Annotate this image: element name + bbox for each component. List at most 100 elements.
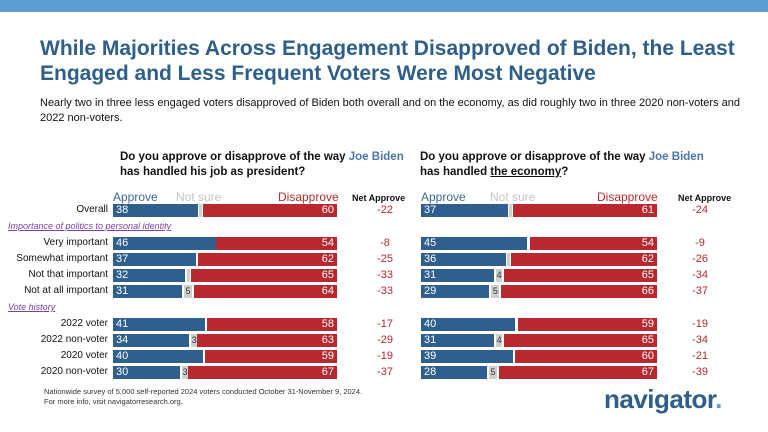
legend-net: Net Approve bbox=[678, 193, 732, 203]
disapprove-bar: 61 bbox=[513, 204, 657, 217]
net-approve-value: -24 bbox=[692, 204, 708, 216]
approve-bar: 30 bbox=[113, 366, 181, 379]
approve-bar: 38 bbox=[113, 204, 199, 217]
approve-bar: 31 bbox=[421, 334, 495, 347]
disapprove-bar: 67 bbox=[186, 366, 337, 379]
disapprove-bar: 67 bbox=[498, 366, 657, 379]
approve-bar: 40 bbox=[421, 318, 516, 331]
group-label-identity: Importance of politics to personal ident… bbox=[8, 221, 172, 231]
not-sure-bar: 3 bbox=[182, 366, 189, 379]
legend-net: Net Approve bbox=[352, 193, 406, 203]
q-text: ? bbox=[298, 166, 306, 178]
not-sure-bar: 3 bbox=[191, 334, 198, 347]
disapprove-bar: 63 bbox=[195, 334, 337, 347]
q-name: Joe Biden bbox=[648, 151, 704, 163]
net-approve-value: -39 bbox=[692, 366, 708, 378]
disapprove-bar: 65 bbox=[503, 269, 657, 282]
approve-bar: 34 bbox=[113, 334, 190, 347]
legend-disapprove: Disapprove bbox=[597, 190, 658, 204]
disapprove-bar: 58 bbox=[207, 318, 337, 331]
net-approve-value: -37 bbox=[377, 366, 393, 378]
q-text: Do you approve or disapprove of the way bbox=[420, 151, 649, 163]
not-sure-bar: 4 bbox=[496, 269, 503, 282]
legend-approve: Approve bbox=[113, 190, 158, 204]
group-label-vote: Vote history bbox=[8, 302, 56, 312]
net-approve-value: -25 bbox=[377, 253, 393, 265]
disapprove-bar: 64 bbox=[193, 285, 337, 298]
net-approve-value: -19 bbox=[377, 350, 393, 362]
not-sure-bar: 5 bbox=[184, 285, 192, 298]
row-label: Very important bbox=[43, 237, 108, 248]
legend-not-sure: Not sure bbox=[176, 190, 222, 204]
legend-not-sure: Not sure bbox=[490, 190, 536, 204]
not-sure-bar: 4 bbox=[496, 334, 503, 347]
question-right: Do you approve or disapprove of the way … bbox=[420, 150, 720, 180]
approve-bar: 32 bbox=[113, 269, 185, 282]
question-left: Do you approve or disapprove of the way … bbox=[120, 150, 420, 180]
net-approve-value: -26 bbox=[692, 253, 708, 265]
footnote: Nationwide survey of 5,000 self-reported… bbox=[44, 387, 362, 407]
row-label: 2020 voter bbox=[60, 350, 108, 361]
footnote-line: Nationwide survey of 5,000 self-reported… bbox=[44, 387, 363, 396]
not-sure-bar: 5 bbox=[491, 285, 500, 298]
not-sure-bar bbox=[186, 269, 190, 282]
net-approve-value: -34 bbox=[692, 269, 708, 281]
net-approve-value: -33 bbox=[377, 269, 393, 281]
net-approve-value: -21 bbox=[692, 350, 708, 362]
q-text: has handled bbox=[120, 166, 191, 178]
not-sure-bar bbox=[506, 253, 510, 266]
row-label: Not that important bbox=[28, 269, 108, 280]
net-approve-value: -19 bbox=[692, 318, 708, 330]
disapprove-bar: 60 bbox=[202, 204, 337, 217]
subtitle: Nearly two in three less engaged voters … bbox=[40, 97, 740, 124]
approve-bar: 36 bbox=[421, 253, 506, 266]
logo-text: navigator bbox=[604, 384, 716, 414]
top-stripe bbox=[0, 0, 768, 12]
approve-bar: 45 bbox=[421, 237, 528, 250]
disapprove-bar: 65 bbox=[191, 269, 337, 282]
q-name: Joe Biden bbox=[348, 151, 404, 163]
disapprove-bar: 59 bbox=[204, 350, 337, 363]
disapprove-bar: 62 bbox=[510, 253, 657, 266]
approve-bar: 46 bbox=[113, 237, 217, 250]
disapprove-bar: 54 bbox=[216, 237, 337, 250]
disapprove-bar: 62 bbox=[198, 253, 337, 266]
disapprove-bar: 54 bbox=[529, 237, 657, 250]
net-approve-value: -17 bbox=[377, 318, 393, 330]
net-approve-value: -37 bbox=[692, 285, 708, 297]
navigator-logo: navigator. bbox=[604, 384, 722, 415]
disapprove-bar: 59 bbox=[517, 318, 657, 331]
net-approve-value: -9 bbox=[695, 237, 705, 249]
not-sure-bar: 5 bbox=[489, 366, 497, 379]
approve-bar: 31 bbox=[113, 285, 183, 298]
footnote-line: For more info, visit navigatorresearch.o… bbox=[44, 397, 183, 406]
legend-approve: Approve bbox=[421, 190, 466, 204]
q-topic: the economy bbox=[490, 166, 562, 178]
row-label: Not at all important bbox=[24, 285, 108, 296]
approve-bar: 29 bbox=[421, 285, 490, 298]
approve-bar: 31 bbox=[421, 269, 495, 282]
disapprove-bar: 66 bbox=[501, 285, 657, 298]
approve-bar: 37 bbox=[113, 253, 196, 266]
net-approve-value: -8 bbox=[380, 237, 390, 249]
page-title: While Majorities Across Engagement Disap… bbox=[40, 37, 735, 85]
q-topic: his job as president bbox=[190, 166, 299, 178]
row-label: 2020 non-voter bbox=[40, 366, 108, 377]
disapprove-bar: 65 bbox=[503, 334, 657, 347]
not-sure-bar bbox=[198, 204, 202, 217]
q-text: ? bbox=[561, 166, 569, 178]
row-label: Overall bbox=[76, 204, 108, 215]
net-approve-value: -29 bbox=[377, 334, 393, 346]
net-approve-value: -34 bbox=[692, 334, 708, 346]
disapprove-bar: 60 bbox=[515, 350, 657, 363]
row-label: 2022 voter bbox=[60, 318, 108, 329]
net-approve-value: -33 bbox=[377, 285, 393, 297]
q-text: Do you approve or disapprove of the way bbox=[120, 151, 349, 163]
approve-bar: 28 bbox=[421, 366, 488, 379]
logo-dot: . bbox=[715, 384, 722, 414]
approve-bar: 40 bbox=[113, 350, 203, 363]
q-text: has handled bbox=[420, 166, 491, 178]
approve-bar: 41 bbox=[113, 318, 205, 331]
legend-disapprove: Disapprove bbox=[278, 190, 339, 204]
approve-bar: 39 bbox=[421, 350, 514, 363]
